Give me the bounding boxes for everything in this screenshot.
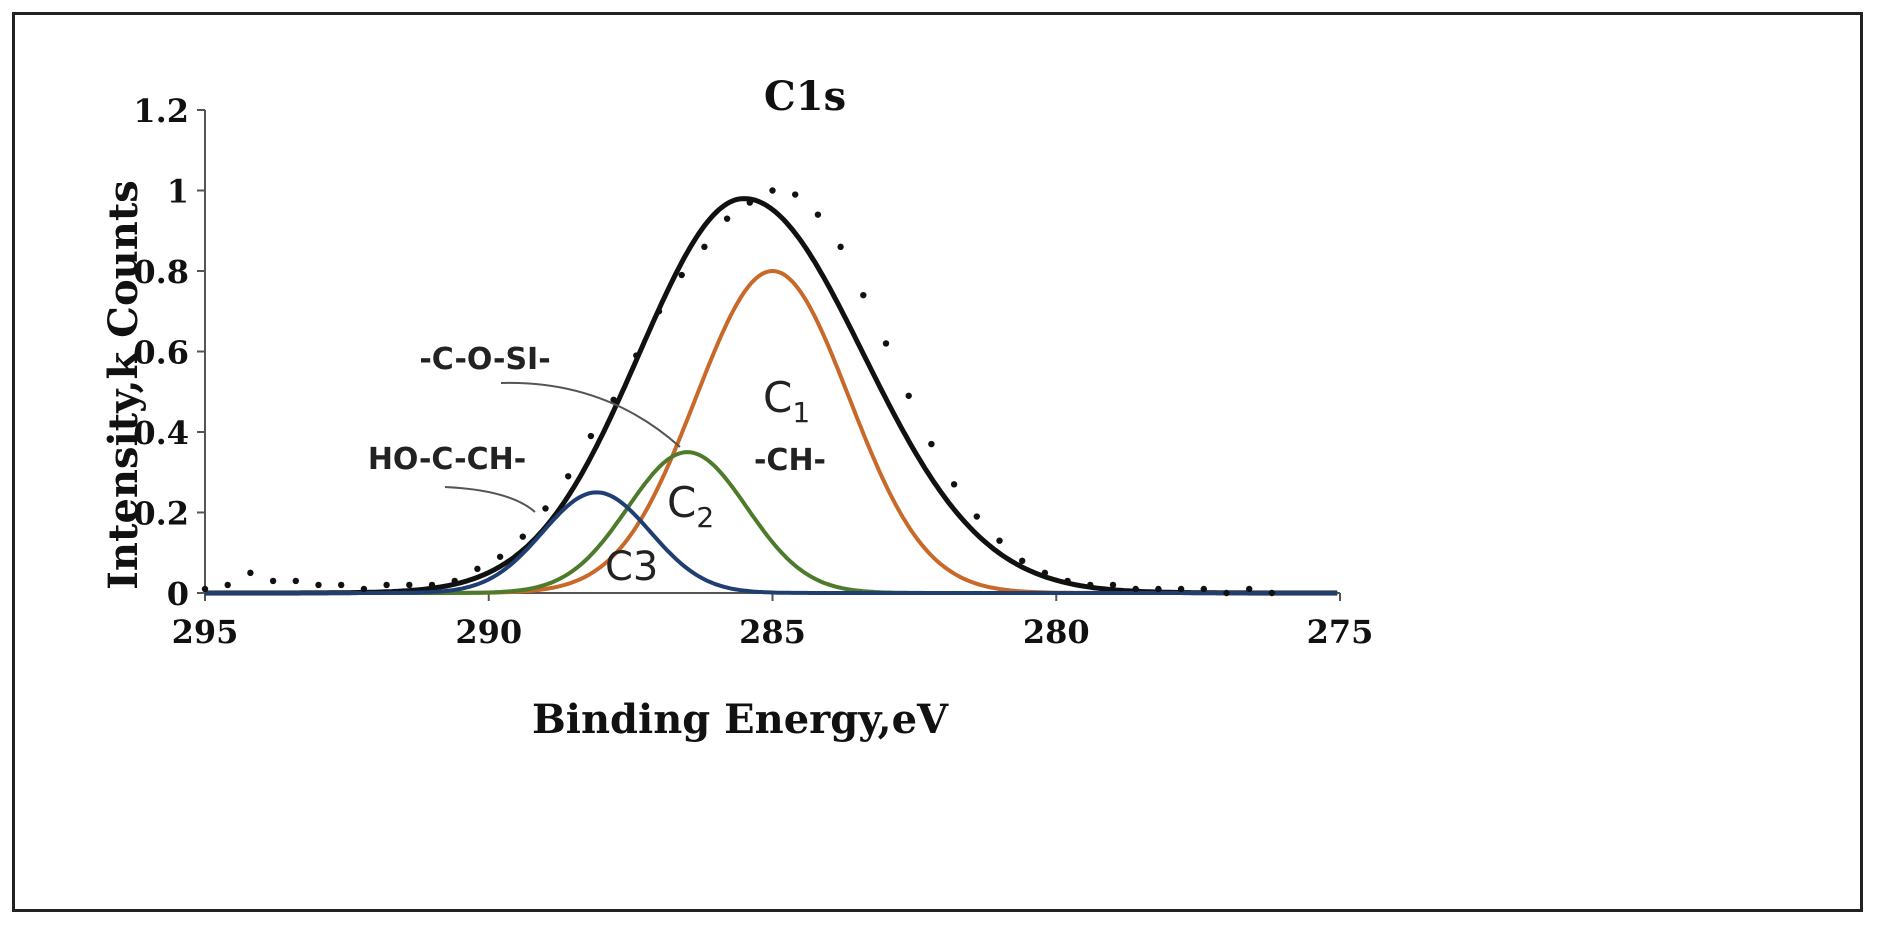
x-tick-label: 295 [172,613,239,651]
x-tick-label: 285 [739,613,806,651]
peak-label-c2-letter: C [667,478,696,527]
data-point [428,581,436,589]
data-point [746,199,753,206]
data-point [973,513,980,520]
annotation-ch: -CH- [754,443,826,478]
y-tick-label: 0.6 [133,334,189,372]
data-point [1087,581,1094,589]
annotation-leader-c-o-si [500,381,681,448]
data-point [1132,585,1139,593]
data-point [383,581,390,589]
series-curve-c3 [205,490,1338,595]
x-tick-label: 275 [1307,613,1374,651]
data-point [338,581,345,589]
axes [197,109,1341,601]
y-tick-label: 0 [167,575,189,613]
data-point [905,392,912,399]
data-point [451,577,458,585]
y-tick-label: 1.2 [133,92,189,130]
data-point [678,271,685,279]
y-tick-label: 0.2 [133,495,189,533]
x-tick-label: 280 [1023,613,1090,651]
data-point [542,505,549,512]
data-point [1019,557,1026,564]
data-point [610,396,617,403]
y-axis-label: Intensity,k Counts [100,180,147,590]
peak-label-c2: C2 [667,478,714,534]
x-axis-label: Binding Energy,eV [532,696,949,743]
data-point [860,291,867,299]
data-point [792,191,799,198]
data-point [1155,585,1162,593]
data-point [1223,589,1230,597]
xps-c1s-chart: C1s Intensity,k Counts Binding Energy,eV… [100,73,1373,743]
data-point [587,432,595,440]
data-point [519,533,526,540]
data-point [474,565,481,573]
data-point [269,577,277,585]
data-point [633,352,640,359]
data-point [996,537,1003,544]
data-point [701,243,708,251]
data-point [496,553,504,560]
y-tick-label: 1 [167,173,189,211]
peak-label-c3: C3 [605,544,658,590]
data-point [224,581,231,589]
data-point [1041,569,1049,577]
data-point [928,440,935,448]
data-point [655,308,663,315]
data-point [950,481,958,488]
annotation-c-o-si: -C-O-SI- [419,342,550,377]
data-point [1268,589,1276,597]
data-point [247,569,254,577]
data-point [406,581,413,589]
data-point [769,187,776,194]
data-point [201,585,209,593]
curves [205,196,1338,596]
x-tick-label: 290 [455,613,522,651]
data-point [1109,581,1117,589]
data-point [565,473,572,480]
data-point [882,340,890,347]
data-point [1246,585,1253,593]
annotation-leader-ho-c-ch [444,486,536,513]
series-curve-c1 [205,268,1338,595]
y-tick-label: 0.4 [133,414,189,452]
data-point [1200,585,1208,593]
tick-labels: 0 0.2 0.4 0.6 0.8 1 1.2 295 290 285 280 275 [133,92,1373,651]
peak-label-c1-sub: 1 [792,396,810,429]
data-point [837,243,844,251]
y-tick-label: 0.8 [133,253,189,291]
data-point [360,585,368,593]
data-point [814,211,822,218]
peak-label-c1: C1 [763,373,810,429]
chart-frame: C1s Intensity,k Counts Binding Energy,eV… [12,12,1863,912]
data-points [201,187,1276,597]
chart-title: C1s [764,73,846,120]
peak-label-c2-sub: 2 [696,501,714,534]
data-point [1177,585,1185,593]
data-point [723,215,731,222]
data-point [292,577,299,585]
annotation-ho-c-ch: HO-C-CH- [368,442,526,477]
peak-label-c1-letter: C [763,373,792,422]
data-point [1064,577,1071,585]
data-point [315,581,322,589]
